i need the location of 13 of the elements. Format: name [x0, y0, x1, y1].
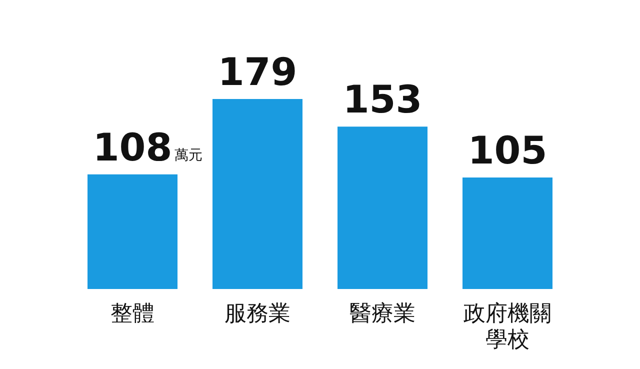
data-label: 179 [218, 50, 298, 94]
x-tick-label: 服務業 [224, 302, 290, 326]
data-label: 108 [92, 125, 172, 170]
data-label: 105 [468, 128, 548, 173]
bar [212, 99, 302, 289]
x-tick-label: 整體 [110, 302, 154, 326]
x-tick-label: 醫療業 [350, 302, 416, 326]
bar [338, 126, 428, 289]
annotation: 萬元 [174, 147, 202, 164]
data-label: 153 [342, 78, 422, 122]
bar [462, 178, 552, 289]
bar [88, 174, 178, 289]
x-tick-label: 政府機關學校 [464, 302, 552, 352]
